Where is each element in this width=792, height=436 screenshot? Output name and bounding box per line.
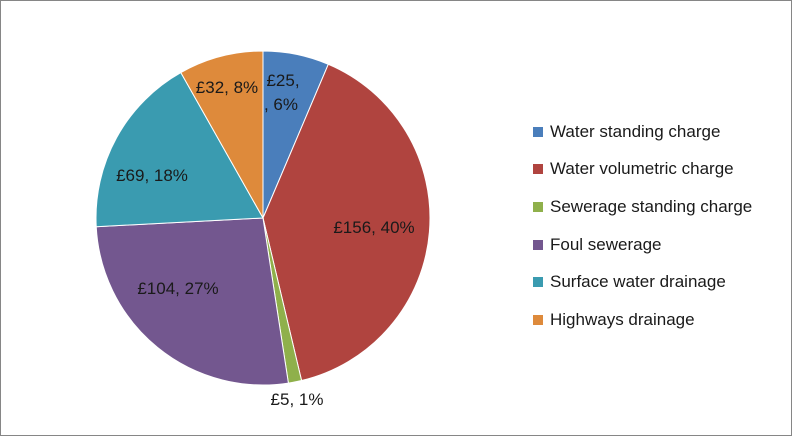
data-label: £156, 40%	[333, 218, 414, 237]
data-label: £69, 18%	[116, 166, 188, 185]
legend-label: Water standing charge	[550, 121, 721, 141]
legend-label: Water volumetric charge	[550, 159, 734, 179]
data-label: £5, 1%	[271, 390, 324, 409]
data-label: £104, 27%	[137, 279, 218, 298]
legend-item: Sewerage standing charge	[533, 188, 752, 226]
legend-label: Surface water drainage	[550, 272, 726, 292]
legend-swatch	[533, 201, 543, 212]
legend-item: Foul sewerage	[533, 226, 752, 264]
legend-item: Water volumetric charge	[533, 151, 752, 189]
legend: Water standing charge Water volumetric c…	[533, 113, 752, 339]
legend-swatch	[533, 314, 543, 325]
legend-swatch	[533, 126, 543, 137]
legend-item: Highways drainage	[533, 301, 752, 339]
legend-swatch	[533, 239, 543, 250]
data-label: £25,, 6%	[264, 71, 300, 114]
legend-swatch	[533, 277, 543, 288]
pie-slice	[95, 217, 289, 386]
legend-item: Surface water drainage	[533, 263, 752, 301]
pie-slice	[180, 50, 264, 220]
pie-slice	[262, 63, 431, 382]
legend-item: Water standing charge	[533, 113, 752, 151]
legend-swatch	[533, 164, 543, 175]
data-label: £32, 8%	[196, 78, 258, 97]
legend-label: Sewerage standing charge	[550, 196, 753, 216]
legend-label: Foul sewerage	[550, 234, 662, 254]
pie-slice	[95, 71, 264, 228]
legend-label: Highways drainage	[550, 309, 695, 329]
